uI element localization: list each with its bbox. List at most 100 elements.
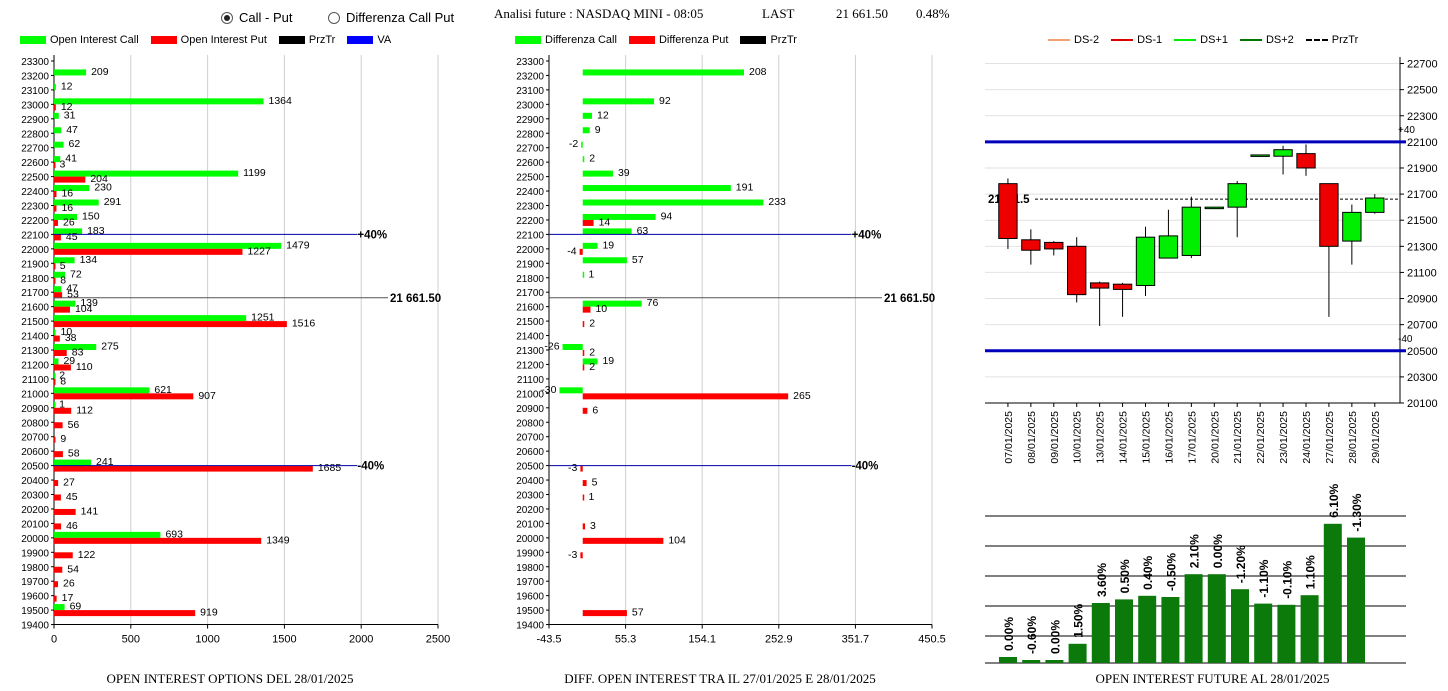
diff-strike-label: 21000: [516, 389, 544, 400]
oi-strike-label: 22100: [21, 230, 49, 241]
ds-plus-label: +40: [1398, 125, 1415, 136]
diff-strike-label: 19700: [516, 577, 544, 588]
oi-strike-label: 21000: [21, 389, 49, 400]
oi-strike-label: 21400: [21, 332, 49, 343]
oi-bar-label: 16: [61, 188, 73, 200]
radio-differenza[interactable]: Differenza Call Put: [328, 10, 454, 25]
oi-bar-label: 38: [65, 332, 77, 344]
oi-bar-call: [54, 199, 99, 206]
oi-bar-label: 8: [60, 375, 66, 387]
oi-bar-put: [54, 234, 61, 241]
oi-strike-label: 23000: [21, 100, 49, 111]
radio-call-put-label: Call - Put: [239, 10, 293, 25]
future-bar: [1207, 574, 1226, 663]
oi-bar-put: [54, 176, 86, 183]
diff-bar-call: [582, 127, 590, 134]
oi-bar-label: 10: [61, 326, 73, 338]
oi-bar-label: 46: [66, 520, 78, 532]
future-bar-label: 0.00%: [1048, 620, 1062, 654]
last-value: 21 661.50: [836, 6, 888, 21]
oi-strike-label: 22900: [21, 115, 49, 126]
oi-bar-label: 134: [80, 254, 98, 266]
oi-bar-put: [54, 292, 63, 299]
oi-bar-label: 56: [68, 419, 80, 431]
candle-body: [1158, 235, 1179, 259]
oi-bar-label: 2: [59, 369, 65, 381]
oi-bar-put: [54, 191, 57, 198]
diff-bar-label: 3: [590, 520, 596, 532]
diff-bar-label: 12: [597, 109, 609, 121]
oi-strike-label: 21100: [22, 375, 50, 386]
oi-bar-put: [54, 321, 287, 328]
diff-bar-label: 233: [768, 196, 786, 208]
diff-bar-label: 1: [589, 268, 595, 280]
legend-candle-item: DS+1: [1174, 34, 1228, 46]
candle-date-label: 07/01/2025: [1003, 411, 1015, 464]
candle-body: [1112, 283, 1133, 290]
future-bar-label: 2.10%: [1188, 534, 1202, 568]
oi-bar-call: [54, 271, 66, 278]
oi-bar-put: [54, 350, 67, 356]
oi-strike-label: 21200: [21, 360, 49, 371]
oi-strike-label: 20700: [21, 433, 49, 444]
oi-bar-put: [54, 595, 57, 602]
oi-bar-call: [54, 329, 56, 336]
oi-strike-label: 19700: [21, 577, 49, 588]
oi-bar-label: 110: [76, 361, 93, 373]
future-bar: [1277, 604, 1296, 663]
future-bar-label: 0.40%: [1141, 555, 1155, 589]
oi-bar-label: 58: [68, 448, 80, 460]
oi-strike-label: 22700: [21, 144, 49, 155]
legend-candle-swatch: [1305, 39, 1328, 41]
candle-body: [1227, 183, 1247, 208]
radio-call-put[interactable]: Call - Put: [221, 10, 292, 25]
future-bar-label: -0.60%: [1025, 616, 1039, 654]
diff-xtick-label: 154.1: [688, 634, 716, 646]
oi-bar-label: 204: [90, 173, 108, 185]
diff-bar-call: [582, 358, 598, 365]
oi-bar-put: [54, 248, 243, 255]
diff-strike-label: 22800: [516, 129, 544, 140]
legend-candle-swatch: [1111, 39, 1134, 41]
legend-diff: Differenza Call Differenza Put PrzTr: [515, 34, 809, 46]
diff-strike-label: 20500: [516, 462, 544, 473]
oi-bar-label: 150: [82, 210, 100, 222]
oi-bar-put: [54, 205, 57, 212]
oi-bar-label: 54: [67, 563, 79, 575]
oi-strike-label: 19800: [21, 563, 49, 574]
oi-bar-put: [54, 364, 71, 371]
diff-bar-label: 19: [602, 355, 614, 367]
candle-ytick-label: 21100: [1407, 267, 1437, 279]
oi-bar-call: [54, 459, 92, 466]
oi-va-label: -40%: [357, 461, 384, 473]
diff-bar-put: [582, 350, 585, 356]
oi-bar-put: [54, 581, 58, 588]
oi-xtick-label: 2000: [349, 634, 373, 646]
diff-xtick-label: -43.5: [536, 634, 561, 646]
caption-future: OPEN INTEREST FUTURE AL 28/01/2025: [1095, 671, 1330, 686]
oi-strike-label: 20600: [21, 447, 49, 458]
candle-date-label: 29/01/2025: [1370, 411, 1382, 464]
diff-bar-put: [582, 407, 588, 414]
legend-candle-label: DS+1: [1200, 34, 1228, 46]
diff-strike-label: 19600: [516, 592, 544, 603]
legend-candle-item: DS-2: [1048, 34, 1099, 46]
oi-bar-put: [54, 263, 56, 270]
oi-bar-call: [54, 127, 62, 134]
oi-strike-label: 21600: [21, 303, 49, 314]
diff-bar-label: 76: [647, 297, 659, 309]
oi-bar-label: 83: [72, 347, 84, 359]
oi-bar-label: 17: [62, 592, 74, 604]
oi-strike-label: 20000: [21, 534, 49, 545]
candle-body: [1365, 197, 1385, 213]
oi-strike-label: 22800: [21, 129, 49, 140]
oi-strike-label: 20800: [21, 418, 49, 429]
oi-bar-put: [54, 465, 313, 472]
future-bar-label: 0.00%: [1211, 534, 1225, 568]
future-bar: [1161, 597, 1180, 663]
oi-bar-put: [54, 393, 194, 400]
diff-va-label: +40%: [852, 229, 882, 241]
candle-date-label: 28/01/2025: [1347, 411, 1359, 464]
candle-body: [998, 183, 1018, 239]
